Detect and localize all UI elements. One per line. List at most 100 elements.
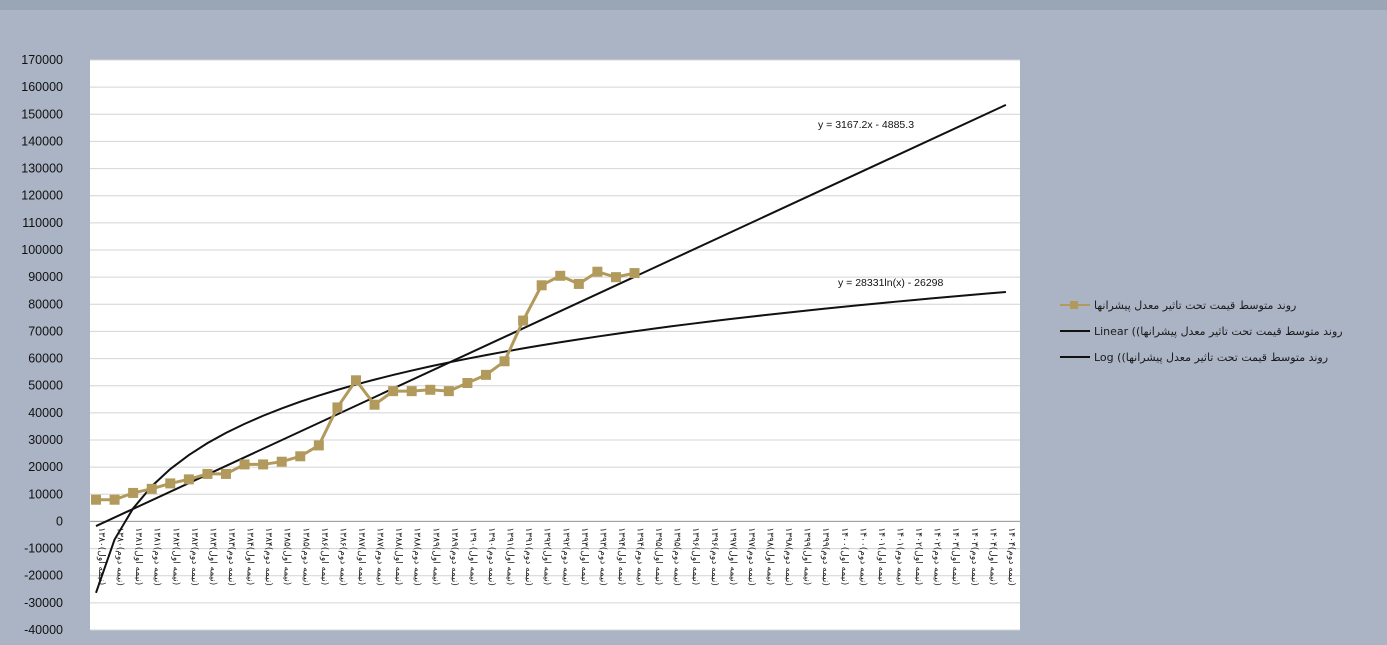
series-marker: [629, 268, 640, 279]
x-tick-label: ۱۴۰۳(نیمه اول): [950, 527, 960, 585]
linear-trendline: [95, 103, 1007, 527]
x-tick-label: ۱۳۸۷(نیمه اول): [356, 527, 366, 585]
series-marker: [295, 451, 306, 462]
x-tick-label: ۱۳۸۹(نیمه اول): [430, 527, 440, 585]
x-tick-label: ۱۳۸۸(نیمه اول): [393, 527, 403, 585]
x-tick-label: ۱۳۸۱(نیمه اول): [133, 527, 143, 585]
series-marker: [91, 494, 101, 505]
legend-swatch-series: [1060, 299, 1090, 311]
x-tick-label: ۱۳۹۲(نیمه اول): [542, 527, 552, 585]
x-tick-label: ۱۳۸۴(نیمه اول): [245, 527, 255, 585]
legend-label-series: روند متوسط قیمت تحت تاثیر معدل پیشرانها: [1094, 298, 1297, 312]
x-tick-label: ۱۳۹۸(نیمه دوم): [783, 527, 793, 585]
series-marker: [276, 456, 287, 467]
x-tick-label: ۱۳۹۲(نیمه دوم): [560, 527, 570, 585]
x-tick-label: ۱۳۹۵(نیمه اول): [653, 527, 663, 585]
x-tick-label: ۱۳۹۴(نیمه اول): [616, 527, 626, 585]
y-tick-label: 70000: [28, 324, 63, 338]
y-tick-label: 50000: [28, 379, 63, 393]
series-marker: [443, 386, 454, 397]
series-marker: [555, 270, 566, 281]
series-marker: [350, 375, 361, 386]
legend-item-linear: روند متوسط قیمت تحت تاثیر معدل پیشرانها)…: [1060, 318, 1380, 344]
plot-area: [90, 60, 1020, 630]
x-tick-label: ۱۴۰۴(نیمه دوم): [1006, 527, 1016, 585]
x-tick-label: ۱۳۸۳(نیمه دوم): [226, 527, 236, 585]
legend-label-log: روند متوسط قیمت تحت تاثیر معدل پیشرانها)…: [1094, 350, 1329, 364]
x-tick-label: ۱۳۸۲(نیمه اول): [170, 527, 180, 585]
x-tick-label: ۱۳۸۹(نیمه دوم): [449, 527, 459, 585]
y-tick-label: 40000: [28, 406, 63, 420]
series-marker: [573, 278, 584, 289]
legend-swatch-linear: [1060, 325, 1090, 337]
x-tick-label: ۱۳۹۱(نیمه دوم): [523, 527, 533, 585]
x-axis-ticks: ۱۳۸۰(نیمه اول) ۱۳۸۰(نیمه دوم) ۱۳۸۱(نیمه او…: [96, 527, 1016, 585]
x-tick-label: ۱۳۹۹(نیمه دوم): [820, 527, 830, 585]
x-tick-label: ۱۳۹۵(نیمه دوم): [672, 527, 682, 585]
series-marker: [406, 386, 417, 397]
series-marker: [499, 356, 510, 367]
x-tick-label: ۱۴۰۱(نیمه اول): [876, 527, 886, 585]
series-marker: [536, 280, 547, 291]
series-marker: [165, 478, 176, 489]
y-tick-label: 100000: [21, 243, 63, 257]
y-tick-label: 110000: [22, 216, 63, 230]
x-tick-label: ۱۳۸۶(نیمه دوم): [337, 527, 347, 585]
series-marker: [388, 386, 399, 397]
gridlines: [90, 59, 1020, 631]
x-tick-label: ۱۳۸۱(نیمه دوم): [152, 527, 162, 585]
y-tick-label: -20000: [24, 569, 63, 583]
x-tick-label: ۱۳۹۱(نیمه اول): [505, 527, 515, 585]
series-marker: [332, 402, 343, 413]
series-marker: [462, 378, 473, 388]
series-marker: [258, 459, 269, 470]
y-tick-label: 20000: [28, 460, 63, 474]
series-marker: [128, 487, 139, 498]
x-tick-label: ۱۴۰۲(نیمه دوم): [932, 527, 942, 585]
x-tick-label: ۱۳۸۲(نیمه دوم): [189, 527, 199, 585]
linear-equation-label: y = 3167.2x - 4885.3: [818, 119, 914, 131]
y-tick-label: 30000: [28, 433, 63, 447]
y-tick-label: -10000: [24, 542, 63, 556]
series-marker: [220, 468, 231, 479]
y-tick-label: -40000: [24, 623, 63, 637]
x-tick-label: ۱۴۰۴(نیمه اول): [987, 527, 997, 585]
x-tick-label: ۱۴۰۰(نیمه اول): [839, 527, 849, 585]
x-tick-label: ۱۳۹۷(نیمه دوم): [746, 527, 756, 585]
y-tick-label: 60000: [28, 352, 63, 366]
series-marker: [425, 384, 436, 395]
y-tick-label: 90000: [28, 270, 63, 284]
x-tick-label: ۱۳۹۴(نیمه دوم): [635, 527, 645, 585]
x-tick-label: ۱۳۸۵(نیمه دوم): [300, 527, 310, 585]
y-tick-label: 130000: [21, 162, 63, 176]
x-tick-label: ۱۳۸۶(نیمه اول): [319, 527, 329, 585]
series-marker: [183, 474, 194, 485]
series-marker: [610, 272, 621, 283]
x-tick-label: ۱۳۸۸(نیمه دوم): [412, 527, 422, 585]
x-tick-label: ۱۴۰۳(نیمه دوم): [969, 527, 979, 585]
x-tick-label: ۱۳۸۴(نیمه دوم): [263, 527, 273, 585]
legend-item-log: روند متوسط قیمت تحت تاثیر معدل پیشرانها)…: [1060, 344, 1380, 370]
legend: روند متوسط قیمت تحت تاثیر معدل پیشرانها …: [1060, 292, 1380, 370]
series-marker: [146, 483, 157, 494]
y-tick-label: 150000: [21, 107, 63, 121]
series-marker: [592, 266, 603, 277]
x-tick-label: ۱۳۹۰(نیمه اول): [467, 527, 477, 585]
series-marker: [480, 369, 491, 380]
series-marker: [369, 399, 380, 410]
log-trendline: [95, 290, 1007, 594]
x-tick-label: ۱۳۹۸(نیمه اول): [765, 527, 775, 585]
y-tick-label: 160000: [21, 80, 63, 94]
y-tick-label: 80000: [28, 297, 63, 311]
series-marker: [518, 315, 529, 326]
window-frame: [0, 0, 1387, 10]
y-tick-label: 170000: [21, 53, 63, 67]
y-tick-label: -30000: [24, 596, 63, 610]
x-tick-label: ۱۳۹۹(نیمه اول): [802, 527, 812, 585]
y-tick-label: 10000: [28, 487, 63, 501]
y-axis-ticks: 170000 160000 150000 140000 130000 120000 1100…: [21, 53, 63, 637]
x-tick-label: ۱۳۸۳(نیمه اول): [207, 527, 217, 585]
legend-label-linear: روند متوسط قیمت تحت تاثیر معدل پیشرانها)…: [1094, 324, 1343, 338]
y-tick-label: 140000: [21, 134, 63, 148]
y-tick-label: 120000: [21, 189, 63, 203]
